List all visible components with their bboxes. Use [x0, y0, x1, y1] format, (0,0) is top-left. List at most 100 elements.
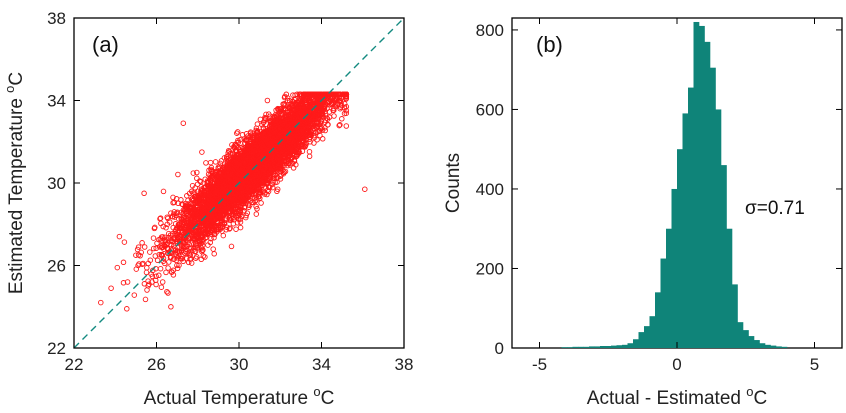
scatter-point [237, 224, 244, 231]
scatter-point [262, 189, 268, 196]
scatter-point [168, 254, 174, 260]
scatter-point [311, 140, 317, 146]
scatter-point [224, 164, 231, 171]
scatter-point [165, 290, 171, 296]
scatter-point [341, 101, 348, 107]
scatter-point [322, 127, 328, 134]
scatter-point [194, 175, 200, 182]
scatter-point [211, 234, 217, 241]
scatter-point [170, 200, 176, 206]
scatter-point [170, 272, 177, 278]
scatter-point [274, 188, 280, 195]
scatter-point [150, 235, 157, 241]
scatter-point [343, 123, 350, 129]
scatter-point [337, 122, 343, 128]
scatter-point [237, 144, 244, 151]
scatter-point [212, 159, 219, 165]
scatter-point [187, 252, 194, 258]
scatter-point [145, 283, 151, 289]
scatter-point [317, 132, 323, 139]
scatter-point [121, 239, 128, 245]
scatter-point [299, 98, 306, 104]
scatter-point [120, 259, 127, 266]
scatter-point [140, 260, 146, 267]
scatter-point [198, 183, 205, 190]
scatter-point [282, 93, 288, 100]
scatter-point [184, 193, 190, 199]
scatter-point [141, 244, 148, 250]
scatter-point [253, 211, 260, 217]
scatter-point [174, 262, 180, 269]
scatter-point [174, 209, 181, 216]
scatter-point [178, 215, 184, 222]
scatter-point [291, 158, 298, 164]
scatter-point [150, 245, 157, 252]
scatter-point [193, 254, 200, 260]
scatter-point [343, 103, 350, 110]
scatter-point [264, 97, 271, 104]
scatter-point [262, 114, 268, 121]
scatter-point [249, 199, 255, 206]
scatter-point [319, 136, 326, 142]
scatter-points [98, 91, 368, 312]
scatter-point [236, 206, 243, 212]
scatter-point [163, 224, 169, 231]
scatter-point [296, 98, 303, 105]
scatter-point [278, 112, 285, 118]
scatter-point [164, 250, 171, 257]
scatter-point [280, 167, 286, 174]
scatter-point [258, 200, 264, 206]
scatter-point [231, 217, 237, 223]
scatter-point [124, 306, 130, 312]
scatter-point [232, 147, 239, 154]
scatter-point [229, 142, 235, 148]
scatter-point [228, 243, 235, 250]
scatter-point [253, 125, 260, 131]
scatter-point [331, 113, 337, 119]
scatter-point [171, 209, 177, 215]
scatter-point [245, 202, 251, 208]
scatter-point [207, 159, 214, 166]
scatter-point [226, 215, 233, 221]
scatter-point [278, 106, 284, 112]
scatter-point [181, 216, 188, 222]
scatter-point [158, 234, 165, 240]
scatter-point [290, 165, 297, 171]
scatter-point [188, 245, 194, 252]
scatter-point [239, 132, 246, 138]
scatter-point [153, 273, 159, 280]
scatter-point [234, 206, 241, 212]
scatter-point [252, 198, 258, 205]
scatter-point [208, 223, 215, 229]
scatter-point [164, 288, 170, 295]
scatter-point [286, 160, 292, 167]
scatter-point [234, 130, 240, 136]
scatter-point [188, 188, 195, 195]
scatter-point [234, 220, 241, 226]
scatter-point [287, 162, 293, 168]
scatter-point [198, 189, 204, 196]
scatter-point [194, 169, 200, 176]
scatter-point [270, 179, 276, 185]
scatter-point [210, 246, 216, 252]
scatter-point [222, 217, 228, 223]
scatter-point [154, 240, 160, 246]
scatter-point [341, 110, 348, 117]
scatter-point [142, 296, 149, 303]
scatter-point [336, 122, 342, 129]
scatter-point [290, 92, 296, 98]
scatter-point [176, 262, 182, 269]
scatter-point [152, 253, 159, 259]
scatter-point [284, 97, 291, 104]
scatter-point [180, 258, 186, 265]
scatter-point [217, 160, 224, 167]
scatter-point [153, 245, 159, 252]
scatter-point [218, 158, 225, 164]
scatter-point [258, 129, 264, 135]
scatter-point [169, 269, 175, 275]
scatter-point [158, 284, 165, 290]
scatter-point [245, 204, 252, 210]
scatter-point [165, 215, 171, 222]
